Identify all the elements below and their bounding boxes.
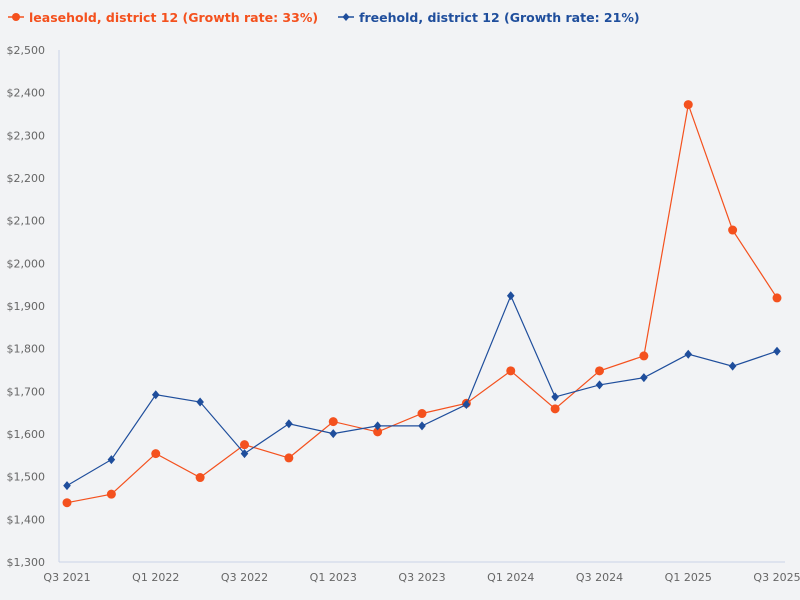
data-point[interactable] — [684, 349, 693, 359]
series-leasehold — [62, 100, 782, 508]
data-point[interactable] — [417, 409, 427, 419]
x-tick-label: Q3 2021 — [43, 571, 90, 584]
data-point[interactable] — [506, 291, 515, 301]
y-tick-label: $2,000 — [7, 257, 46, 270]
data-point[interactable] — [728, 225, 738, 235]
data-point[interactable] — [284, 453, 294, 463]
data-point[interactable] — [196, 397, 204, 407]
y-tick-label: $1,300 — [7, 556, 46, 569]
x-tick-label: Q3 2025 — [753, 571, 800, 584]
data-point[interactable] — [328, 417, 338, 427]
y-tick-label: $1,900 — [7, 300, 46, 313]
data-point[interactable] — [550, 404, 560, 414]
y-tick-label: $1,800 — [7, 343, 46, 356]
data-point[interactable] — [195, 473, 205, 483]
x-tick-label: Q1 2025 — [665, 571, 712, 584]
y-tick-label: $2,400 — [7, 87, 46, 100]
y-tick-label: $2,200 — [7, 172, 46, 185]
data-point[interactable] — [329, 429, 338, 439]
legend-label-leasehold: leasehold, district 12 (Growth rate: 33%… — [29, 9, 319, 25]
data-point[interactable] — [772, 293, 782, 303]
y-tick-label: $1,600 — [7, 428, 46, 441]
data-point[interactable] — [63, 481, 71, 491]
y-tick-label: $2,300 — [7, 129, 46, 142]
x-tick-label: Q3 2022 — [221, 571, 268, 584]
data-point[interactable] — [151, 449, 161, 459]
x-tick-label: Q1 2023 — [310, 571, 357, 584]
data-point[interactable] — [373, 427, 383, 437]
data-point[interactable] — [639, 351, 649, 361]
data-point[interactable] — [728, 361, 737, 371]
x-tick-label: Q1 2022 — [132, 571, 179, 584]
series-freehold — [63, 291, 781, 491]
data-point[interactable] — [418, 421, 426, 431]
data-point[interactable] — [151, 390, 160, 400]
data-point[interactable] — [551, 392, 559, 402]
y-tick-label: $1,700 — [7, 385, 46, 398]
circle-marker-icon — [8, 13, 24, 21]
data-point[interactable] — [62, 498, 72, 508]
data-point[interactable] — [240, 449, 249, 459]
data-point[interactable] — [106, 489, 116, 499]
data-point[interactable] — [462, 400, 471, 410]
data-point[interactable] — [373, 421, 382, 431]
data-point[interactable] — [595, 366, 604, 376]
data-point[interactable] — [506, 366, 516, 376]
series-line — [66, 102, 778, 504]
data-point[interactable] — [683, 100, 693, 110]
x-tick-label: Q3 2024 — [576, 571, 623, 584]
x-tick-label: Q3 2023 — [398, 571, 445, 584]
legend-item-leasehold[interactable]: leasehold, district 12 (Growth rate: 33%… — [8, 10, 318, 25]
y-tick-label: $2,100 — [7, 215, 46, 228]
data-point[interactable] — [285, 419, 293, 429]
y-tick-label: $2,500 — [7, 44, 46, 57]
data-point[interactable] — [107, 455, 116, 465]
legend-label-freehold: freehold, district 12 (Growth rate: 21%) — [359, 9, 640, 25]
data-point[interactable] — [240, 440, 249, 450]
series-line — [66, 294, 778, 487]
chart-legend: leasehold, district 12 (Growth rate: 33%… — [8, 7, 640, 27]
diamond-marker-icon — [338, 13, 355, 21]
y-tick-label: $1,500 — [7, 471, 46, 484]
legend-item-freehold[interactable]: freehold, district 12 (Growth rate: 21%) — [338, 10, 640, 25]
data-point[interactable] — [595, 380, 604, 390]
y-tick-label: $1,400 — [7, 513, 46, 526]
data-point[interactable] — [640, 373, 648, 383]
x-tick-label: Q1 2024 — [487, 571, 534, 584]
data-point[interactable] — [773, 346, 781, 356]
